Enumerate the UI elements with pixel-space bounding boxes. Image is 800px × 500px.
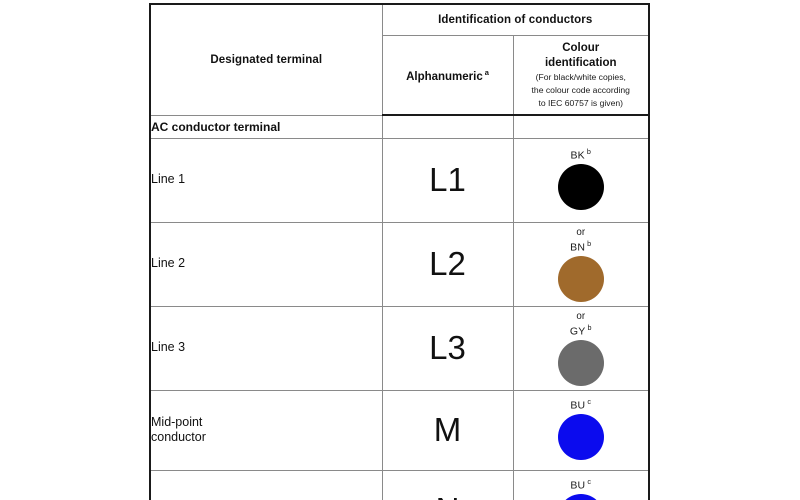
header-alphanumeric-label: Alphanumeric: [406, 70, 483, 83]
swatch-stack-neutral: BU c: [514, 476, 649, 500]
conductor-table: Designated terminal Identification of co…: [149, 3, 650, 500]
section-spacer-alphanumeric: [381, 114, 514, 139]
footnote-marker-c: c: [587, 396, 592, 406]
swatch-stack-line-3: or GY b: [514, 308, 649, 388]
header-colour-sub-line2: the colour code according: [531, 84, 630, 95]
terminal-neutral: Neutral: [149, 469, 383, 500]
alphanumeric-m: M: [381, 389, 514, 471]
swatch-stack-mid-point: BU c: [514, 396, 649, 462]
footnote-marker-c: c: [587, 476, 592, 486]
header-colour-title-line2: identification: [544, 56, 617, 69]
terminal-mid-point-conductor: Mid-point conductor: [149, 389, 383, 471]
colour-cell-line-2: or BN b: [512, 222, 650, 307]
iec-conductor-identification-table: Designated terminal Identification of co…: [149, 3, 650, 500]
colour-cell-line-3: or GY b: [512, 306, 650, 391]
header-identification-of-conductors: Identification of conductors: [381, 3, 650, 36]
section-row-ac-conductor-terminal: AC conductor terminal: [149, 114, 650, 139]
table-header-row-bottom: Alphanumeric a Colour identification (For…: [150, 35, 650, 116]
colour-cell-line-1: BK b: [512, 138, 650, 223]
colour-swatch-blue: [557, 414, 604, 461]
table-header-row-top: Designated terminal Identification of co…: [149, 3, 650, 116]
header-colour-sub-line1: (For black/white copies,: [535, 71, 626, 82]
colour-cell-neutral: BU c: [512, 469, 650, 500]
header-colour-title-line1: Colour: [562, 42, 600, 55]
colour-swatch-blue: [557, 494, 604, 500]
colour-swatch-black: [557, 164, 604, 211]
colour-code-bu-text: BU: [570, 399, 586, 412]
colour-code-bu: BU c: [570, 476, 592, 492]
terminal-mid-point-line2: conductor: [151, 430, 206, 444]
colour-swatch-grey: [557, 340, 604, 387]
table-row: Line 3 L3 or GY b: [149, 305, 650, 391]
header-colour-sub-line3: to IEC 60757 is given): [538, 97, 624, 108]
alphanumeric-l1: L1: [381, 138, 514, 223]
alphanumeric-l3: L3: [381, 305, 514, 391]
colour-code-bk-text: BK: [570, 149, 585, 162]
alphanumeric-l2: L2: [381, 221, 514, 307]
colour-code-bu-text: BU: [570, 479, 586, 492]
terminal-line-1: Line 1: [149, 138, 383, 223]
colour-code-gy: GY b: [569, 322, 592, 338]
terminal-line-3: Line 3: [149, 305, 383, 391]
table-row: Line 2 L2 or BN b: [149, 221, 650, 307]
colour-swatch-brown: [557, 256, 604, 303]
footnote-marker-b: b: [587, 322, 592, 332]
swatch-stack-line-1: BK b: [514, 146, 649, 212]
section-title-ac-conductor-terminal: AC conductor terminal: [149, 114, 383, 139]
footnote-marker-b: b: [586, 146, 592, 156]
footnote-marker-b: b: [587, 238, 592, 248]
footnote-marker-a: a: [484, 67, 489, 77]
colour-code-gy-text: GY: [569, 325, 586, 338]
header-designated-terminal: Designated terminal: [149, 3, 383, 116]
table-row: Neutral N BUc: [149, 469, 650, 500]
header-colour-identification: Colour identification (For black/white c…: [512, 35, 650, 116]
terminal-line-2: Line 2: [149, 221, 383, 307]
colour-code-bu: BU c: [570, 396, 592, 412]
table-row: Mid-point conductor M BU c: [149, 389, 650, 471]
terminal-mid-point-line1: Mid-point: [151, 414, 203, 429]
colour-or-label-2: or: [576, 310, 586, 322]
table-row: Line 1 L1 BK b: [149, 138, 650, 223]
colour-cell-mid-point: BU c: [512, 389, 650, 471]
swatch-stack-line-2: or BN b: [514, 224, 649, 304]
colour-code-bk: BK b: [570, 146, 592, 162]
section-spacer-colour: [512, 114, 650, 139]
colour-code-bn: BN b: [570, 238, 592, 254]
colour-code-bn-text: BN: [570, 241, 586, 254]
colour-or-label-1: or: [576, 226, 586, 238]
header-alphanumeric: Alphanumeric a: [381, 35, 514, 116]
alphanumeric-n: N: [381, 469, 514, 500]
